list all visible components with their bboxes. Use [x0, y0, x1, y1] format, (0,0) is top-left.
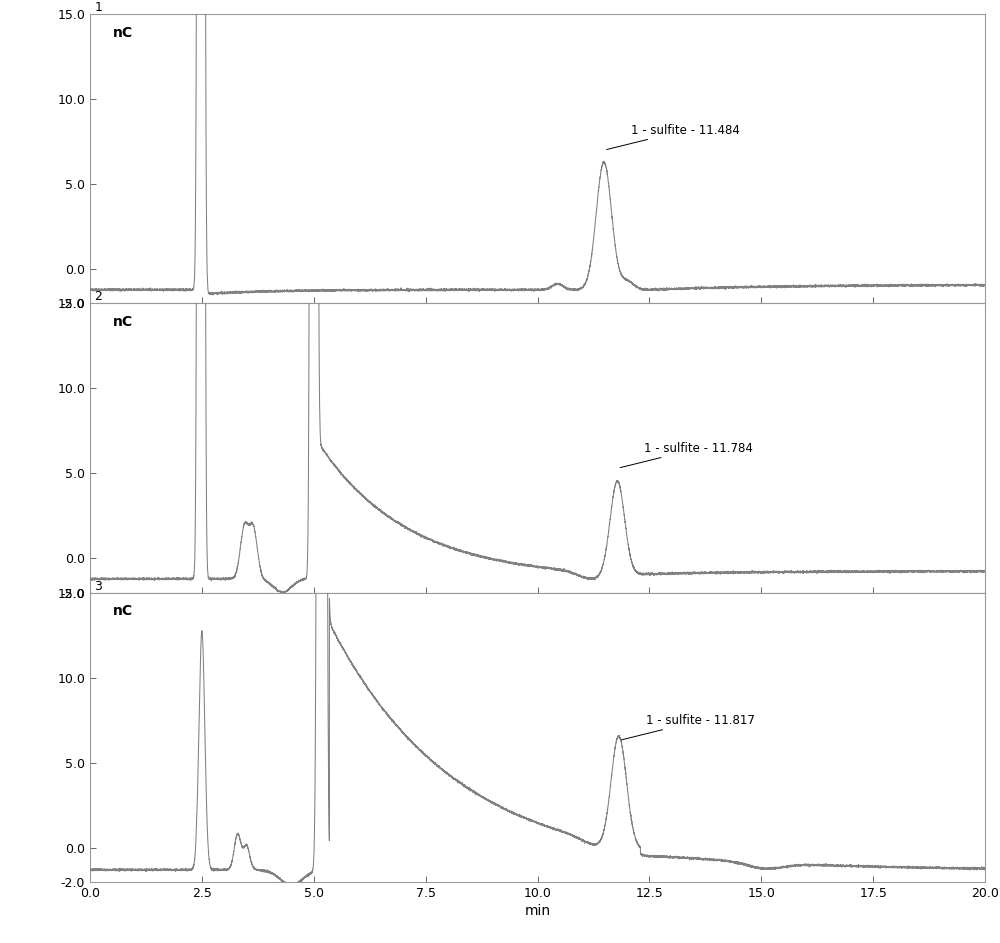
- Text: nC: nC: [112, 315, 132, 329]
- Text: 1 - sulfite - 11.784: 1 - sulfite - 11.784: [620, 441, 753, 468]
- Text: 2: 2: [94, 290, 102, 304]
- Text: 1 - sulfite - 11.817: 1 - sulfite - 11.817: [622, 714, 755, 740]
- Text: 3: 3: [94, 580, 102, 592]
- X-axis label: min: min: [524, 903, 551, 918]
- Text: nC: nC: [112, 604, 132, 618]
- Text: 1: 1: [94, 1, 102, 14]
- Text: 1 - sulfite - 11.484: 1 - sulfite - 11.484: [607, 124, 740, 150]
- Text: nC: nC: [112, 25, 132, 40]
